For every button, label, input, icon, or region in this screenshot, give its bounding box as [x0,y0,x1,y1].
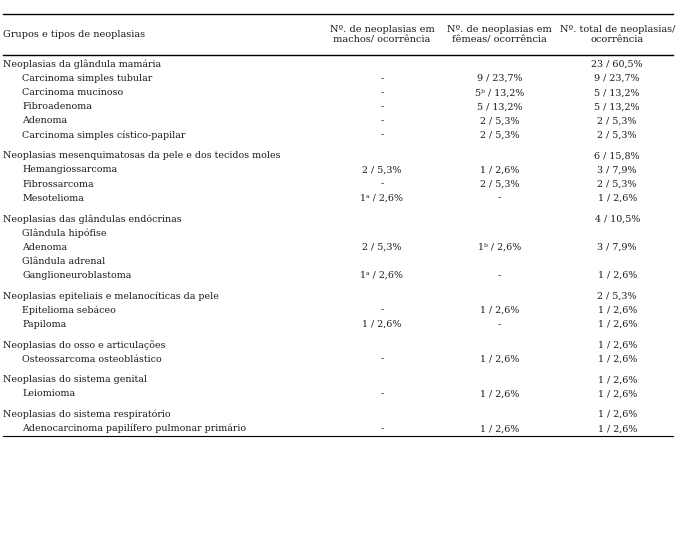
Text: -: - [381,102,383,111]
Text: Carcinoma mucinoso: Carcinoma mucinoso [22,88,124,97]
Text: 1 / 2,6%: 1 / 2,6% [480,424,519,433]
Text: 2 / 5,3%: 2 / 5,3% [598,131,637,139]
Text: Nº. de neoplasias em
machos/ ocorrência: Nº. de neoplasias em machos/ ocorrência [330,25,434,44]
Text: -: - [381,117,383,126]
Text: -: - [381,131,383,139]
Text: Neoplasias epiteliais e melanocíticas da pele: Neoplasias epiteliais e melanocíticas da… [3,291,219,301]
Text: 3 / 7,9%: 3 / 7,9% [598,165,637,174]
Text: 1 / 2,6%: 1 / 2,6% [598,375,637,384]
Text: -: - [381,306,383,315]
Text: 1 / 2,6%: 1 / 2,6% [598,389,637,398]
Text: 1 / 2,6%: 1 / 2,6% [480,165,519,174]
Text: 2 / 5,3%: 2 / 5,3% [480,180,519,189]
Text: Nº. de neoplasias em
fêmeas/ ocorrência: Nº. de neoplasias em fêmeas/ ocorrência [448,25,552,44]
Text: 4 / 10,5%: 4 / 10,5% [594,215,640,223]
Text: Ganglioneuroblastoma: Ganglioneuroblastoma [22,271,132,280]
Text: Glândula hipófise: Glândula hipófise [22,228,107,238]
Text: 1 / 2,6%: 1 / 2,6% [598,354,637,363]
Text: Papiloma: Papiloma [22,320,66,328]
Text: 1 / 2,6%: 1 / 2,6% [480,389,519,398]
Text: 23 / 60,5%: 23 / 60,5% [592,60,643,69]
Text: 9 / 23,7%: 9 / 23,7% [594,74,640,83]
Text: 2 / 5,3%: 2 / 5,3% [362,243,402,252]
Text: 1ᵃ / 2,6%: 1ᵃ / 2,6% [360,271,404,280]
Text: Adenocarcinoma papilífero pulmonar primário: Adenocarcinoma papilífero pulmonar primá… [22,424,247,434]
Text: 2 / 5,3%: 2 / 5,3% [598,117,637,126]
Text: Fibroadenoma: Fibroadenoma [22,102,92,111]
Text: Nº. total de neoplasias/
ocorrência: Nº. total de neoplasias/ ocorrência [560,25,675,44]
Text: -: - [381,88,383,97]
Text: 1 / 2,6%: 1 / 2,6% [598,194,637,202]
Text: Neoplasias mesenquimatosas da pele e dos tecidos moles: Neoplasias mesenquimatosas da pele e dos… [3,152,281,160]
Text: 1 / 2,6%: 1 / 2,6% [598,320,637,328]
Text: 1 / 2,6%: 1 / 2,6% [480,306,519,315]
Text: Fibrossarcoma: Fibrossarcoma [22,180,94,189]
Text: 1ᵃ / 2,6%: 1ᵃ / 2,6% [360,194,404,202]
Text: Glândula adrenal: Glândula adrenal [22,257,105,265]
Text: -: - [498,320,501,328]
Text: Hemangiossarcoma: Hemangiossarcoma [22,165,118,174]
Text: 2 / 5,3%: 2 / 5,3% [598,180,637,189]
Text: 1ᵇ / 2,6%: 1ᵇ / 2,6% [478,243,521,252]
Text: Leiomioma: Leiomioma [22,389,76,398]
Text: Mesotelioma: Mesotelioma [22,194,84,202]
Text: 1 / 2,6%: 1 / 2,6% [598,341,637,349]
Text: 2 / 5,3%: 2 / 5,3% [362,165,402,174]
Text: -: - [381,354,383,363]
Text: 1 / 2,6%: 1 / 2,6% [362,320,402,328]
Text: Grupos e tipos de neoplasias: Grupos e tipos de neoplasias [3,30,145,39]
Text: Carcinoma simples cístico-papilar: Carcinoma simples cístico-papilar [22,131,186,140]
Text: 6 / 15,8%: 6 / 15,8% [594,152,640,160]
Text: 5ᵇ / 13,2%: 5ᵇ / 13,2% [475,88,525,97]
Text: -: - [381,389,383,398]
Text: 5 / 13,2%: 5 / 13,2% [594,88,640,97]
Text: Epitelioma sebáceo: Epitelioma sebáceo [22,305,116,315]
Text: 2 / 5,3%: 2 / 5,3% [480,117,519,126]
Text: 1 / 2,6%: 1 / 2,6% [598,271,637,280]
Text: 1 / 2,6%: 1 / 2,6% [598,306,637,315]
Text: 3 / 7,9%: 3 / 7,9% [598,243,637,252]
Text: Carcinoma simples tubular: Carcinoma simples tubular [22,74,153,83]
Text: -: - [498,271,501,280]
Text: Adenoma: Adenoma [22,117,68,126]
Text: 2 / 5,3%: 2 / 5,3% [598,291,637,300]
Text: Neoplasias do sistema respiratório: Neoplasias do sistema respiratório [3,410,171,419]
Text: -: - [498,194,501,202]
Text: 1 / 2,6%: 1 / 2,6% [598,424,637,433]
Text: -: - [381,74,383,83]
Text: 9 / 23,7%: 9 / 23,7% [477,74,523,83]
Text: Osteossarcoma osteoblástico: Osteossarcoma osteoblástico [22,354,162,363]
Text: Neoplasias da glândula mamária: Neoplasias da glândula mamária [3,60,162,69]
Text: Adenoma: Adenoma [22,243,68,252]
Text: 1 / 2,6%: 1 / 2,6% [480,354,519,363]
Text: -: - [381,424,383,433]
Text: 1 / 2,6%: 1 / 2,6% [598,410,637,419]
Text: 2 / 5,3%: 2 / 5,3% [480,131,519,139]
Text: Neoplasias do sistema genital: Neoplasias do sistema genital [3,375,147,384]
Text: Neoplasias do osso e articulações: Neoplasias do osso e articulações [3,340,166,350]
Text: 5 / 13,2%: 5 / 13,2% [594,102,640,111]
Text: Neoplasias das glândulas endócrinas: Neoplasias das glândulas endócrinas [3,214,182,223]
Text: 5 / 13,2%: 5 / 13,2% [477,102,523,111]
Text: -: - [381,180,383,189]
